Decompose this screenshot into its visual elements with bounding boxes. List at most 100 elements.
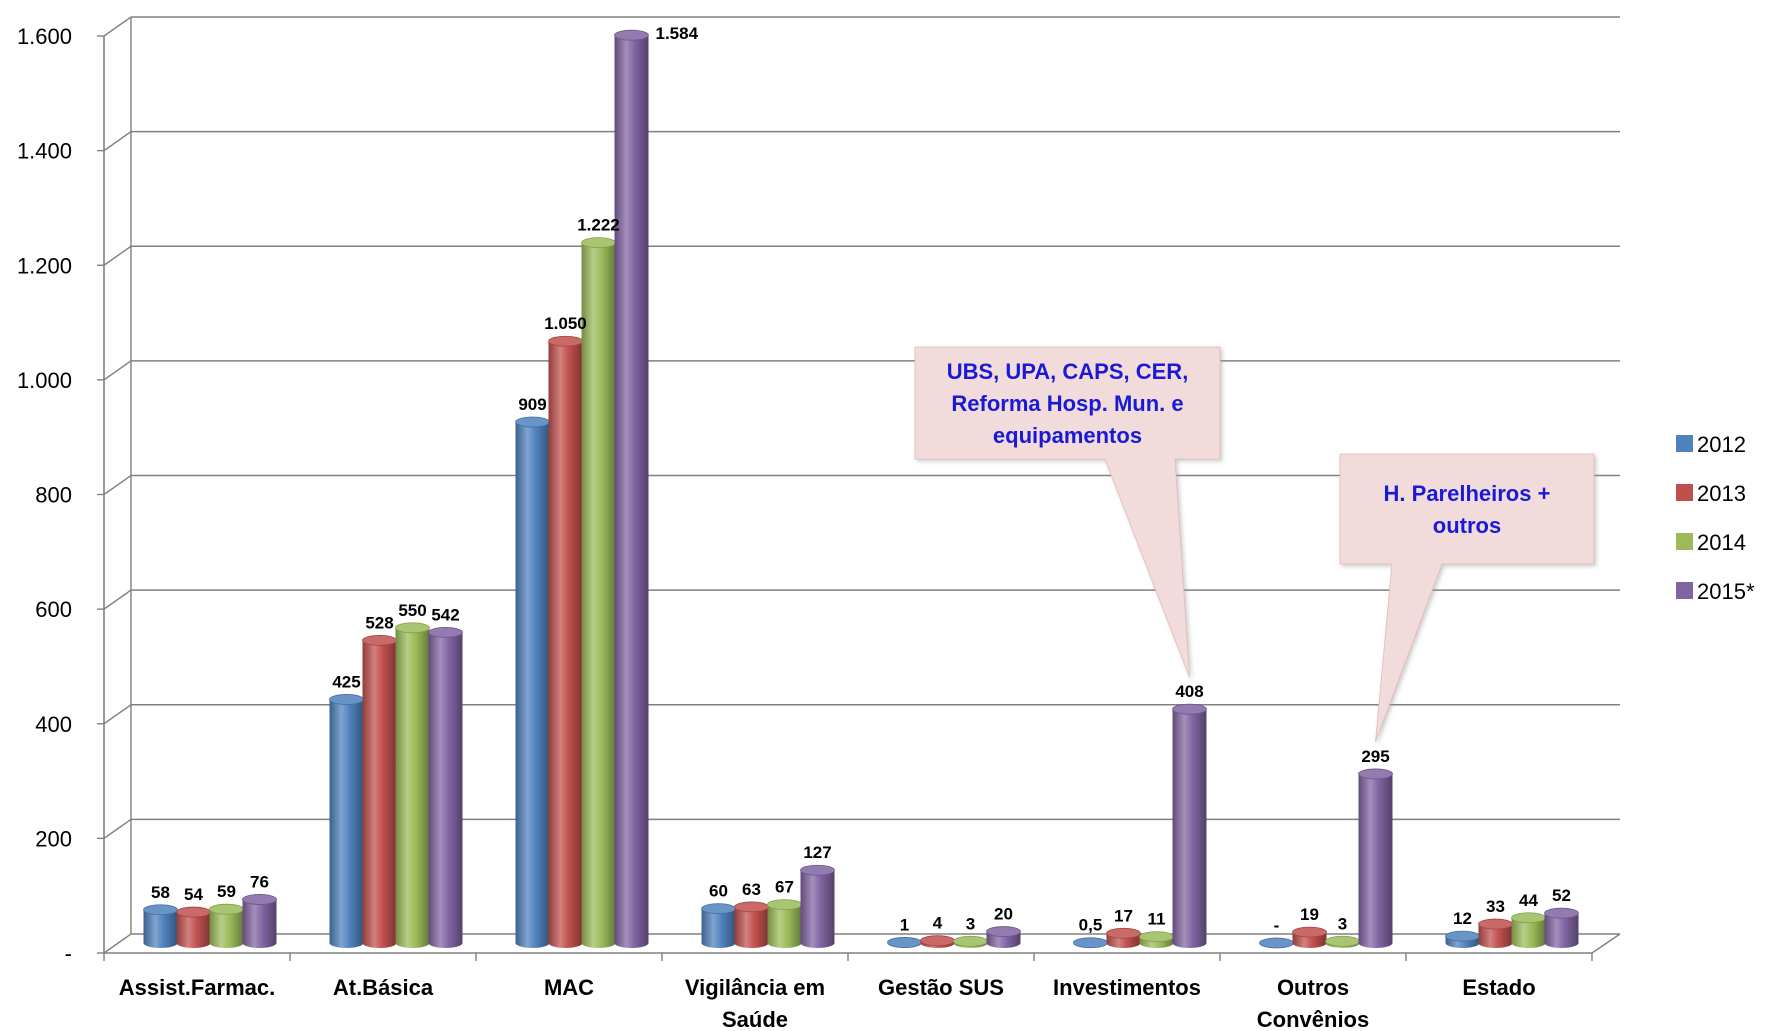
bar bbox=[1259, 937, 1294, 949]
bar-body bbox=[329, 699, 364, 948]
bar-top bbox=[920, 935, 955, 947]
legend-label: 2015* bbox=[1697, 579, 1755, 604]
data-label: 550 bbox=[398, 601, 426, 620]
data-label: 59 bbox=[217, 882, 236, 901]
callout-text: outros bbox=[1433, 513, 1501, 538]
bar-top bbox=[1139, 931, 1174, 943]
bar-top bbox=[548, 335, 583, 347]
data-label: 20 bbox=[994, 905, 1013, 924]
bar bbox=[1325, 935, 1360, 948]
bar bbox=[701, 903, 736, 948]
data-labels: 58 54 59 76 425 528 550 542 909 1.050 1.222 1.584 60… bbox=[151, 24, 1571, 935]
y-tick-label: 1.200 bbox=[17, 253, 72, 278]
bar-top bbox=[515, 416, 550, 428]
bar-body bbox=[1358, 773, 1393, 948]
bar-body bbox=[548, 341, 583, 948]
bar-top bbox=[209, 903, 244, 915]
bar-top bbox=[362, 634, 397, 646]
data-label: - bbox=[1274, 916, 1280, 935]
bar bbox=[1292, 926, 1327, 948]
bar bbox=[1172, 703, 1207, 948]
gridline-depth bbox=[103, 16, 132, 37]
bar bbox=[1139, 931, 1174, 948]
bar-top bbox=[581, 237, 616, 249]
data-label: 17 bbox=[1114, 906, 1133, 925]
bar-body bbox=[1544, 913, 1579, 948]
bar bbox=[548, 335, 583, 948]
legend-label: 2014 bbox=[1697, 530, 1746, 555]
bar-body bbox=[1172, 709, 1207, 948]
data-label: 67 bbox=[775, 878, 794, 897]
x-tick-label: At.Básica bbox=[333, 975, 434, 1000]
y-tick-label: 800 bbox=[35, 483, 72, 508]
gridline-depth bbox=[103, 589, 132, 610]
bar-top bbox=[1544, 907, 1579, 919]
bar-top bbox=[1511, 912, 1546, 924]
data-label: 54 bbox=[184, 885, 203, 904]
gridline-depth bbox=[103, 818, 132, 839]
bar bbox=[1544, 907, 1579, 948]
data-label: 425 bbox=[332, 672, 360, 691]
bar-body bbox=[614, 35, 649, 949]
x-tick-label: MAC bbox=[544, 975, 594, 1000]
data-label: 909 bbox=[518, 395, 546, 414]
x-tick-label: Gestão SUS bbox=[878, 975, 1004, 1000]
bar-body bbox=[734, 906, 769, 948]
bar bbox=[143, 904, 178, 948]
bar-body bbox=[362, 640, 397, 948]
gridline-depth bbox=[103, 360, 132, 381]
bar-top bbox=[143, 904, 178, 916]
bar-top bbox=[986, 926, 1021, 937]
bar-body bbox=[1511, 917, 1546, 948]
data-label: 528 bbox=[365, 613, 393, 632]
bar-body bbox=[176, 912, 211, 948]
bar-top bbox=[767, 899, 802, 911]
x-tick-label: Investimentos bbox=[1053, 975, 1201, 1000]
legend: 2012 2013 2014 2015* bbox=[1676, 432, 1755, 604]
bar bbox=[1445, 930, 1480, 948]
data-label: 60 bbox=[709, 882, 728, 901]
y-tick-label: 600 bbox=[35, 597, 72, 622]
legend-item: 2013 bbox=[1676, 481, 1746, 506]
axes bbox=[97, 17, 1621, 961]
data-label: 1.222 bbox=[577, 216, 620, 235]
bar-body bbox=[701, 908, 736, 948]
data-label: 1.050 bbox=[544, 314, 587, 333]
bar bbox=[329, 694, 364, 948]
bar bbox=[887, 937, 922, 948]
bar-top bbox=[1073, 937, 1108, 949]
data-label: 19 bbox=[1300, 905, 1319, 924]
bar-top bbox=[614, 29, 649, 41]
data-label: 0,5 bbox=[1079, 916, 1103, 935]
gridline-depth bbox=[103, 474, 132, 496]
gridline-depth bbox=[103, 704, 132, 725]
bar-top bbox=[1478, 918, 1513, 930]
legend-item: 2014 bbox=[1676, 530, 1746, 555]
bar-top bbox=[701, 903, 736, 915]
bar-top bbox=[428, 626, 463, 638]
legend-item: 2015* bbox=[1676, 579, 1755, 604]
data-label: 1.584 bbox=[656, 24, 699, 43]
bar-top bbox=[1445, 930, 1480, 942]
bar-top bbox=[734, 901, 769, 913]
x-axis-tick-labels: Assist.Farmac. At.Básica MAC Vigilância em S… bbox=[119, 975, 1536, 1031]
data-label: 295 bbox=[1361, 747, 1389, 766]
legend-swatch bbox=[1676, 484, 1693, 501]
bar bbox=[242, 894, 277, 948]
bar bbox=[395, 622, 430, 948]
floor-right-edge bbox=[1591, 933, 1621, 954]
callout bbox=[914, 346, 1221, 678]
callout-shape bbox=[1339, 453, 1595, 743]
bar bbox=[767, 899, 802, 948]
bar-top bbox=[176, 906, 211, 918]
bar-body bbox=[428, 632, 463, 948]
legend-label: 2013 bbox=[1697, 481, 1746, 506]
x-tick-label: Estado bbox=[1462, 975, 1535, 1000]
bar bbox=[734, 901, 769, 948]
bar bbox=[176, 906, 211, 948]
gridline-depth bbox=[103, 933, 132, 954]
bar-top bbox=[1292, 926, 1327, 938]
x-tick-label: Outros bbox=[1277, 975, 1349, 1000]
bar-body bbox=[242, 899, 277, 948]
bar bbox=[614, 29, 649, 949]
